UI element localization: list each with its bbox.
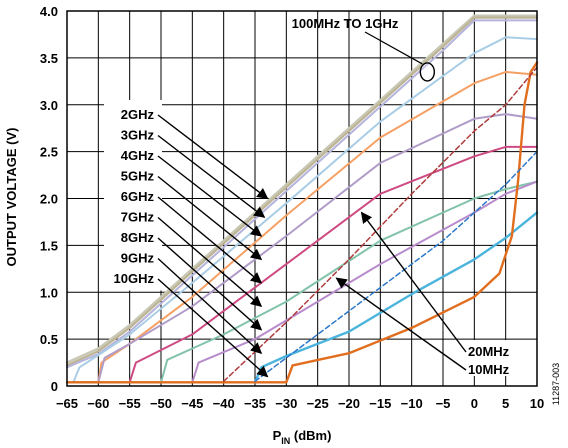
series-line (66, 19, 538, 369)
annotations: 100MHz TO 1GHz 2GHz 3GHz 4GHz 5GHz 6GHz 7GHz 8G… (104, 16, 522, 378)
x-tick-label: −20 (338, 396, 360, 411)
series-line (128, 145, 538, 384)
low-freq-label: 10MHz (468, 362, 510, 377)
freq-arrow (157, 237, 263, 331)
y-tick-label: 3.5 (40, 51, 58, 66)
y-tick-label: 2.0 (40, 192, 58, 207)
series-line (65, 16, 539, 367)
x-tick-label: −35 (244, 396, 266, 411)
freq-label: 8GHz (121, 230, 155, 245)
y-tick-label: 0.5 (40, 332, 58, 347)
low-freq-label: 20MHz (468, 344, 510, 359)
freq-arrow (157, 278, 269, 378)
y-tick-label: 1.0 (40, 285, 58, 300)
x-tick-label: −10 (401, 396, 423, 411)
y-axis-label: OUTPUT VOLTAGE (V) (4, 128, 19, 267)
freq-label: 7GHz (121, 210, 155, 225)
x-tick-label: 5 (502, 396, 509, 411)
x-tick-label: −30 (275, 396, 297, 411)
x-tick-label: −40 (213, 396, 235, 411)
y-tick-label: 0 (51, 379, 58, 394)
top-label: 100MHz TO 1GHz (292, 16, 399, 31)
freq-label: 3GHz (121, 128, 155, 143)
x-tick-label: −50 (150, 396, 172, 411)
freq-arrow (157, 134, 266, 218)
x-tick-label: −15 (369, 396, 391, 411)
marker-ellipse (419, 62, 436, 82)
low-freq-arrow (360, 211, 467, 353)
x-tick-label: −25 (307, 396, 329, 411)
freq-label: 2GHz (121, 107, 155, 122)
freq-arrow (157, 216, 263, 308)
top-label-leader (364, 31, 423, 65)
x-axis-label: PIN (dBm) (273, 428, 332, 446)
freq-arrow (157, 257, 263, 354)
y-tick-label: 1.5 (40, 238, 58, 253)
freq-label: 6GHz (121, 189, 155, 204)
y-tick-label: 2.5 (40, 145, 58, 160)
series-line (66, 113, 538, 384)
freq-arrow (157, 155, 263, 237)
y-tick-label: 4.0 (40, 4, 58, 19)
x-tick-label: −60 (87, 396, 109, 411)
x-tick-label: 0 (471, 396, 478, 411)
y-tick-label: 3.0 (40, 98, 58, 113)
series-line (191, 180, 538, 384)
low-label-box (464, 340, 522, 376)
series-line (253, 211, 539, 384)
freq-label: 9GHz (121, 251, 155, 266)
freq-arrow (157, 114, 269, 200)
tick-labels: −65 −60 −55 −50 −45 −40 −35 −30 −25 −20 −15 −10 −5 0 5… (40, 4, 544, 411)
x-tick-label: −5 (436, 396, 451, 411)
freq-arrow (157, 196, 263, 284)
series-line (254, 150, 538, 383)
freq-label-box (104, 100, 162, 291)
freq-arrow (157, 175, 263, 261)
series-line (65, 61, 539, 384)
plot-frame (66, 10, 538, 387)
x-tick-label: −65 (56, 396, 78, 411)
figure-id: 11287-003 (551, 363, 561, 405)
series-line (65, 14, 539, 364)
freq-label: 10GHz (114, 271, 155, 286)
freq-label: 5GHz (121, 169, 155, 184)
series-line (72, 36, 538, 384)
x-tick-label: −55 (119, 396, 141, 411)
freq-label: 4GHz (121, 148, 155, 163)
x-tick-label: 10 (530, 396, 544, 411)
series-layer (65, 14, 539, 384)
series-line (66, 180, 538, 384)
low-freq-arrow (335, 277, 467, 371)
series-line (222, 66, 538, 383)
x-tick-label: −45 (181, 396, 203, 411)
series-line (97, 70, 538, 384)
